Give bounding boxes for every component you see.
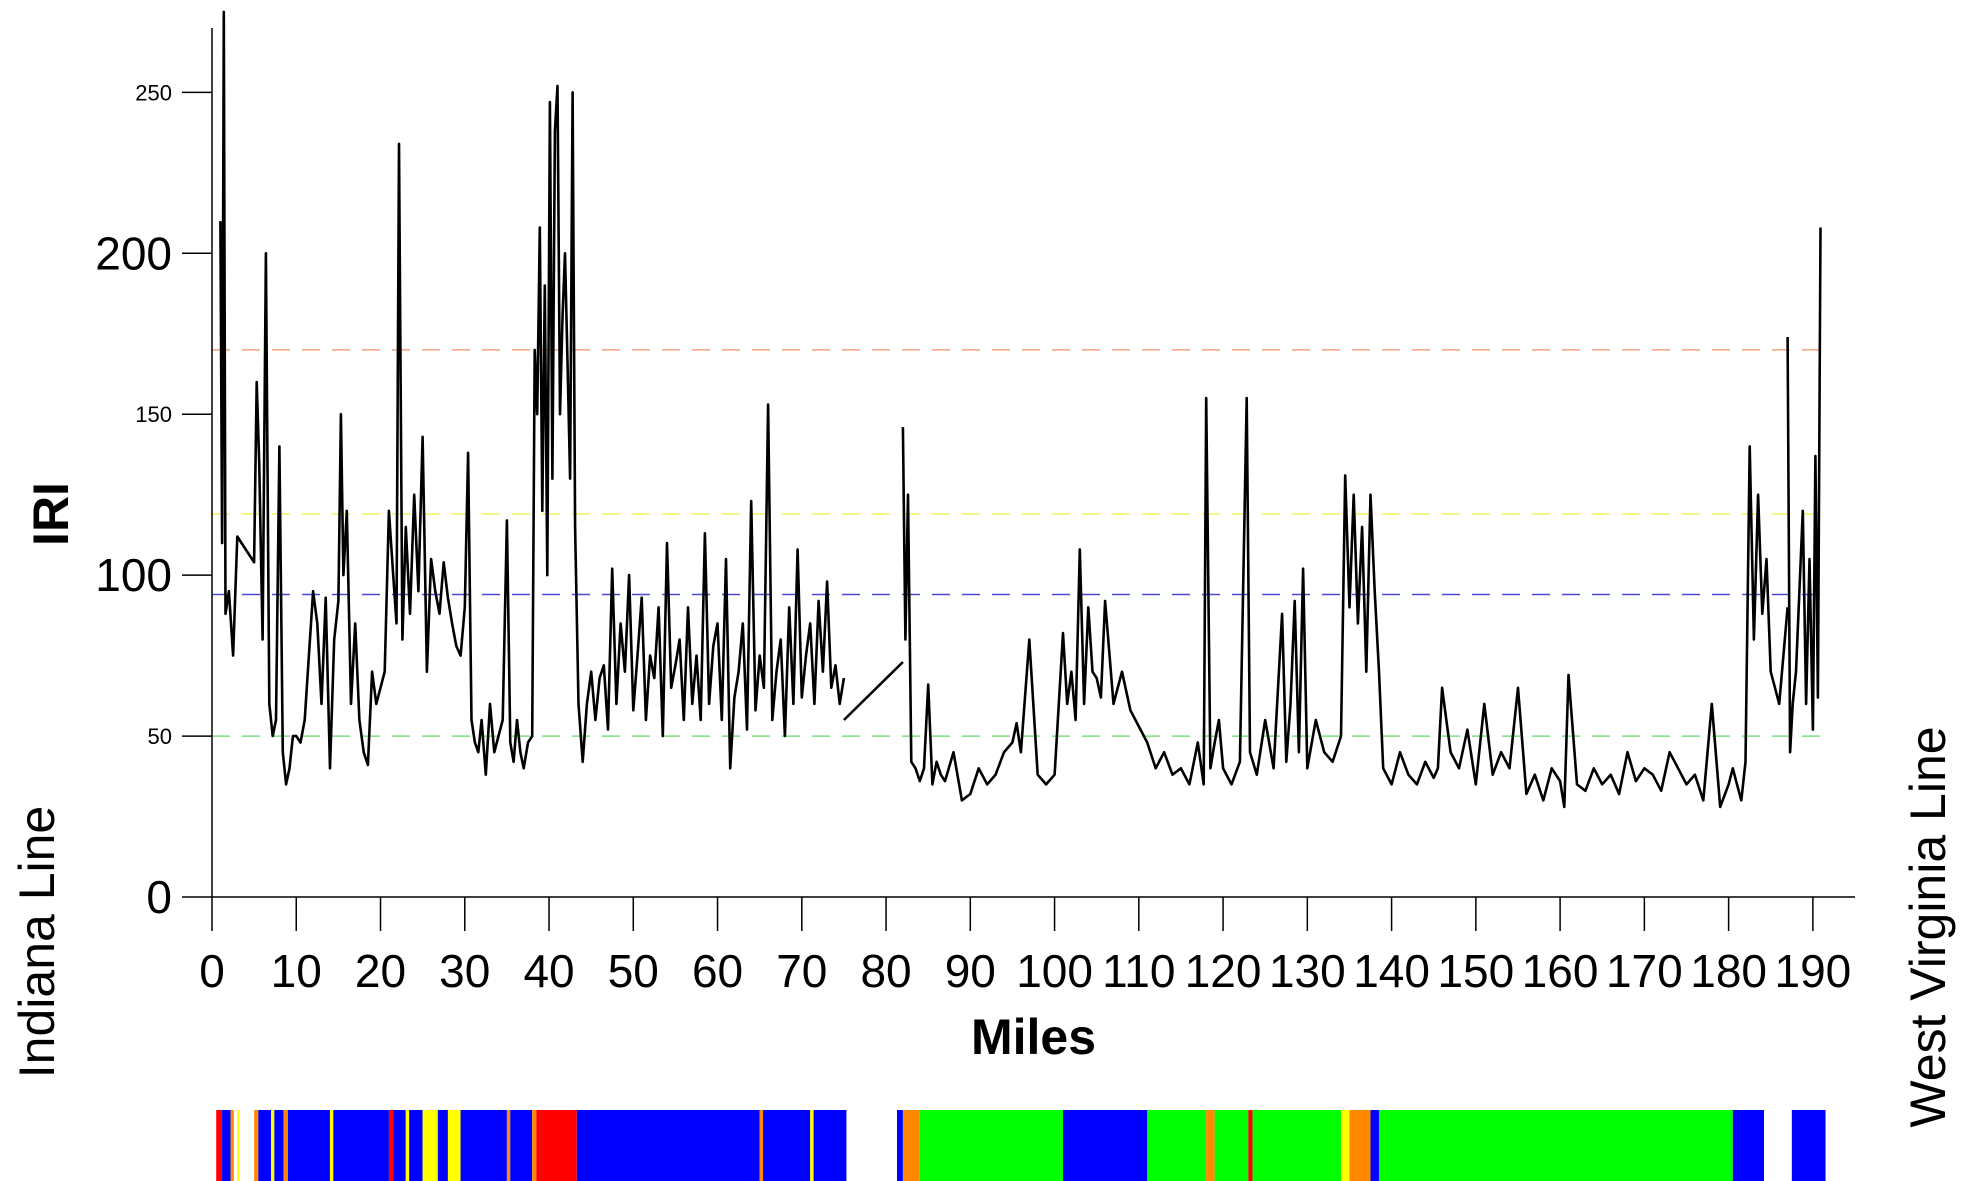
condition-segment-orange bbox=[902, 1110, 920, 1181]
condition-segment-red bbox=[536, 1110, 577, 1181]
iri-line-segment bbox=[1786, 227, 1822, 754]
x-tick-label: 40 bbox=[523, 945, 574, 997]
condition-segment-orange bbox=[283, 1110, 288, 1181]
condition-segment-blue bbox=[1732, 1110, 1765, 1181]
condition-segment-yellow bbox=[329, 1110, 334, 1181]
y-tick-label: 0 bbox=[146, 871, 172, 923]
condition-segment-yellow bbox=[270, 1110, 275, 1181]
condition-segment-blue bbox=[813, 1110, 847, 1181]
condition-segment-blue bbox=[287, 1110, 330, 1181]
axes bbox=[211, 28, 1855, 898]
y-tick-label: 100 bbox=[95, 549, 172, 601]
y-axis-ticks: 0 100 200 50 150 250 bbox=[95, 80, 212, 923]
x-tick-label: 180 bbox=[1690, 945, 1767, 997]
x-tick-label: 190 bbox=[1774, 945, 1851, 997]
condition-segment-red bbox=[1248, 1110, 1253, 1181]
condition-segment-green bbox=[1378, 1110, 1733, 1181]
x-tick-label: 130 bbox=[1269, 945, 1346, 997]
condition-segment-blue bbox=[897, 1110, 903, 1181]
condition-segment-orange bbox=[759, 1110, 764, 1181]
x-tick-label: 30 bbox=[439, 945, 490, 997]
x-tick-label: 0 bbox=[199, 945, 225, 997]
condition-segment-yellow bbox=[447, 1110, 461, 1181]
x-tick-label: 100 bbox=[1016, 945, 1093, 997]
x-tick-label: 10 bbox=[271, 945, 322, 997]
condition-segment-blue bbox=[274, 1110, 284, 1181]
condition-segment-red bbox=[216, 1110, 223, 1181]
y-axis-title: IRI bbox=[23, 482, 79, 546]
condition-segment-yellow bbox=[422, 1110, 438, 1181]
iri-line-segment bbox=[901, 396, 1789, 809]
condition-segment-blue bbox=[510, 1110, 533, 1181]
condition-segment-yellow bbox=[1341, 1110, 1350, 1181]
x-tick-label: 160 bbox=[1522, 945, 1599, 997]
x-tick-label: 110 bbox=[1102, 945, 1175, 997]
condition-segment-blue bbox=[409, 1110, 423, 1181]
iri-line-segment bbox=[842, 661, 904, 721]
x-tick-label: 70 bbox=[776, 945, 827, 997]
condition-segment-red bbox=[388, 1110, 394, 1181]
threshold-lines bbox=[212, 349, 1822, 737]
x-tick-label: 170 bbox=[1606, 945, 1683, 997]
y-tick-label: 200 bbox=[95, 227, 172, 279]
condition-segment-blue bbox=[460, 1110, 507, 1181]
west-virginia-line-label: West Virginia Line bbox=[1900, 726, 1956, 1127]
x-axis-title: Miles bbox=[971, 1009, 1096, 1065]
x-tick-label: 50 bbox=[608, 945, 659, 997]
x-tick-label: 80 bbox=[860, 945, 911, 997]
condition-segment-white bbox=[233, 1110, 238, 1181]
condition-segment-orange bbox=[1349, 1110, 1371, 1181]
condition-segment-blue bbox=[437, 1110, 448, 1181]
y-tick-label: 250 bbox=[135, 80, 172, 105]
condition-segment-blue bbox=[763, 1110, 811, 1181]
condition-segment-green bbox=[1252, 1110, 1342, 1181]
iri-series bbox=[219, 10, 1822, 809]
condition-segment-blue bbox=[576, 1110, 760, 1181]
x-tick-label: 120 bbox=[1185, 945, 1262, 997]
condition-segment-blue bbox=[1370, 1110, 1379, 1181]
condition-segment-orange bbox=[1206, 1110, 1215, 1181]
y-tick-label: 50 bbox=[148, 724, 172, 749]
condition-segment-blue bbox=[1791, 1110, 1826, 1181]
condition-segment-orange bbox=[230, 1110, 234, 1181]
condition-segment-yellow bbox=[405, 1110, 410, 1181]
condition-segment-blue bbox=[333, 1110, 389, 1181]
x-tick-label: 20 bbox=[355, 945, 406, 997]
condition-bar bbox=[216, 1110, 1826, 1181]
x-axis-ticks: 0 10 20 30 40 50 60 70 80 90 100 110 120 130 140 150 160… bbox=[199, 897, 1851, 997]
iri-line-segment bbox=[219, 10, 846, 786]
condition-segment-white bbox=[239, 1110, 255, 1181]
condition-segment-green bbox=[919, 1110, 1063, 1181]
condition-segment-orange bbox=[506, 1110, 511, 1181]
x-tick-label: 150 bbox=[1437, 945, 1514, 997]
y-tick-label: 150 bbox=[135, 402, 172, 427]
condition-segment-green bbox=[1214, 1110, 1249, 1181]
condition-segment-blue bbox=[393, 1110, 406, 1181]
condition-segment-yellow bbox=[237, 1110, 240, 1181]
condition-segment-yellow bbox=[810, 1110, 814, 1181]
x-tick-label: 90 bbox=[945, 945, 996, 997]
condition-segment-orange bbox=[254, 1110, 259, 1181]
condition-segment-orange bbox=[532, 1110, 537, 1181]
x-tick-label: 140 bbox=[1353, 945, 1430, 997]
condition-segment-blue bbox=[258, 1110, 271, 1181]
condition-segment-blue bbox=[1062, 1110, 1148, 1181]
condition-segment-blue bbox=[222, 1110, 231, 1181]
indiana-line-label: Indiana Line bbox=[9, 806, 65, 1078]
x-tick-label: 60 bbox=[692, 945, 743, 997]
condition-segment-green bbox=[1147, 1110, 1207, 1181]
